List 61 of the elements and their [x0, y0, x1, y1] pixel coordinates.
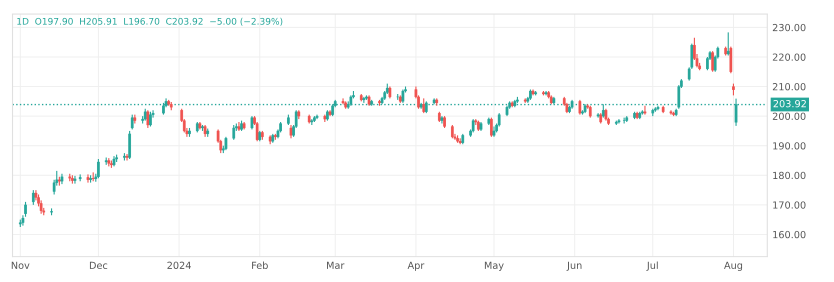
x-tick-label: Mar — [327, 262, 344, 270]
x-tick-label: May — [484, 262, 504, 271]
candlestick — [388, 86, 392, 99]
candlestick — [104, 156, 108, 166]
candlestick — [588, 105, 592, 118]
y-tick-label: 160.00 — [773, 230, 806, 238]
candlestick — [287, 114, 290, 126]
y-tick-label: 170.00 — [773, 201, 806, 209]
candlestick — [711, 50, 714, 72]
y-tick-label: 190.00 — [773, 142, 806, 150]
candlestick — [32, 190, 35, 206]
candlestick — [290, 124, 292, 139]
candlestick — [68, 173, 72, 182]
y-tick-label: 200.00 — [772, 112, 806, 120]
candlestick — [368, 94, 370, 106]
candlestick — [144, 108, 147, 122]
candlestick — [443, 116, 446, 129]
candlestick — [472, 118, 475, 133]
candlestick — [450, 124, 454, 139]
candlestick — [604, 108, 608, 122]
candlestick — [149, 111, 152, 128]
x-tick-label: Feb — [252, 261, 268, 270]
candlestick — [490, 117, 493, 138]
x-tick-label: Aug — [724, 262, 742, 271]
candlestick — [130, 114, 134, 130]
x-tick-label: Dec — [90, 262, 108, 270]
candlestick — [60, 173, 64, 185]
candlestick — [729, 46, 732, 74]
candlestick — [204, 124, 206, 138]
candlestick — [232, 124, 236, 140]
candlestick — [224, 136, 228, 151]
candlestick — [196, 121, 199, 133]
chart-title: 1D O197.90 H205.91 L196.70 C203.92 −5.00 (−2.39%) — [17, 18, 282, 26]
candlestick — [112, 156, 116, 167]
y-tick-label: 220.00 — [772, 53, 806, 61]
candlestick — [599, 112, 602, 124]
candlestick — [477, 120, 480, 132]
x-tick-label: 2024 — [167, 262, 191, 270]
candlestick — [492, 126, 496, 138]
candlestick — [726, 32, 730, 56]
x-tick-label: Nov — [12, 262, 30, 270]
y-tick-label: 230.00 — [772, 24, 806, 32]
y-tick-label: 210.00 — [772, 83, 806, 90]
candlestick — [258, 130, 262, 142]
candlestick — [732, 83, 735, 96]
x-tick-label: Jun — [566, 262, 582, 271]
candlestick — [240, 120, 243, 132]
x-tick-label: Apr — [408, 262, 424, 271]
candlestick — [529, 88, 532, 100]
candlestick — [422, 98, 426, 114]
candlestick — [326, 110, 329, 122]
x-tick-label: Jul — [646, 261, 658, 271]
candlestick — [250, 116, 254, 130]
candlestick — [97, 158, 100, 179]
candlestick — [128, 130, 132, 160]
candlestick — [461, 133, 464, 145]
y-tick-label: 180.00 — [773, 172, 806, 180]
candlestick — [438, 111, 441, 123]
ref-line-label: 203.92 — [774, 100, 806, 108]
candlestick — [578, 99, 582, 116]
candlestick — [146, 110, 150, 129]
